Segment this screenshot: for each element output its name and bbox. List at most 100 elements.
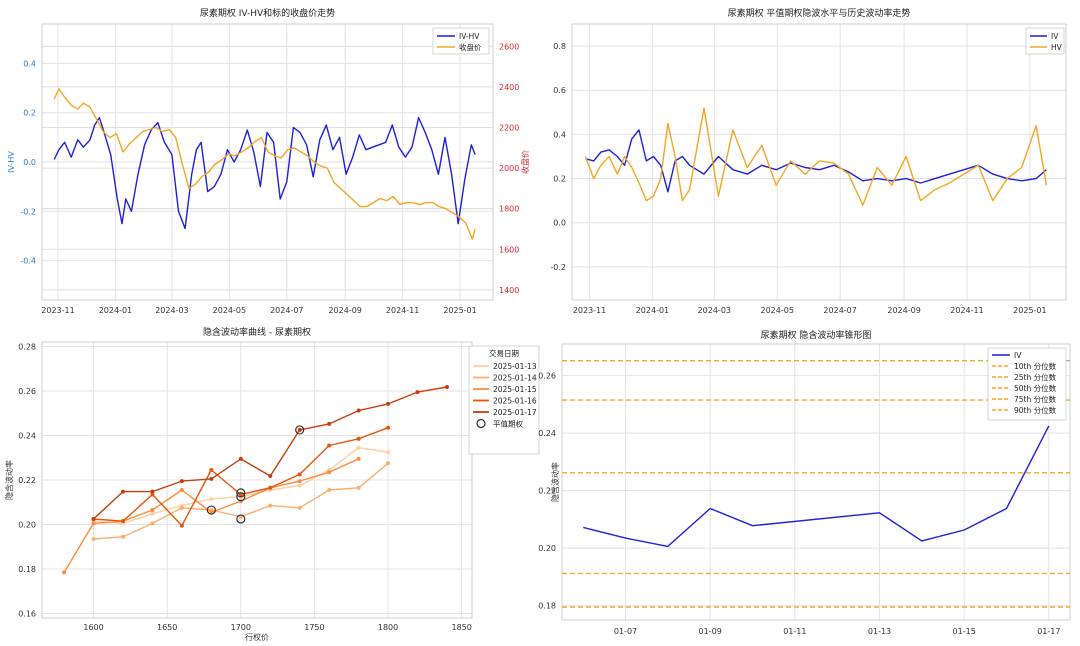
series-point [91, 516, 96, 521]
legend-box [987, 347, 1067, 421]
y-tick-label-left: 0.2 [23, 109, 36, 118]
series-point [120, 489, 125, 494]
legend-label: 25th 分位数 [1014, 372, 1057, 382]
y-tick-label-left: -0.4 [20, 257, 36, 266]
panel-iv-smile: 0.28 0.26 0.24 0.22 0.20 0.18 0.16 1600 1650 1700… [4, 326, 540, 642]
legend-atm-marker [476, 418, 486, 429]
y-tick-label: 0.22 [538, 487, 556, 496]
x-tick-label: 01-15 [953, 627, 976, 636]
legend-label: 2025-01-16 [493, 397, 537, 406]
series-point [356, 456, 361, 461]
atm-point-marker [295, 425, 305, 435]
series-point [179, 488, 184, 493]
y-tick-label: 0.4 [553, 130, 566, 139]
legend-label: IV [1051, 32, 1059, 41]
x-tick-label: 2024-11 [386, 306, 419, 315]
y-tick-label-right: 2400 [499, 83, 519, 92]
series-point [179, 523, 184, 528]
series-point [150, 489, 155, 494]
series-point [268, 503, 273, 508]
y-tick-label: 0.0 [553, 219, 566, 228]
series-line-0 [583, 425, 1050, 548]
y-tick-label-right: 2000 [499, 164, 519, 173]
legend-label: 90th 分位数 [1014, 405, 1057, 415]
x-tick-label: 2024-07 [823, 306, 856, 315]
series-point [356, 445, 361, 450]
chart-title: 尿素期权 隐含波动率锥形图 [761, 329, 872, 341]
y-tick-label: 0.6 [553, 86, 566, 95]
series-point [91, 536, 96, 541]
series-point [62, 570, 67, 575]
y-axis-label: 隐含波动率 [550, 462, 560, 502]
series-point [120, 519, 125, 524]
series-point [179, 505, 184, 510]
chart-title: 尿素期权 平值期权隐波水平与历史波动率走势 [728, 7, 911, 19]
series-point [386, 425, 391, 430]
y-axis-label-right: 收盘价 [520, 150, 530, 174]
x-tick-label: 2024-11 [950, 306, 983, 315]
chart-title: 隐含波动率曲线 - 尿素期权 [203, 326, 311, 338]
y-axis-label-left: IV-HV [7, 151, 16, 173]
series-point [268, 485, 273, 490]
plot-frame [561, 343, 1071, 621]
legend-label-atm: 平值期权 [493, 419, 523, 429]
series-point [327, 443, 332, 448]
series-point [150, 511, 155, 516]
y-tick-label-right: 1800 [499, 205, 519, 214]
series-point [386, 450, 391, 455]
legend-label: 75th 分位数 [1014, 394, 1057, 404]
y-tick-label: 0.24 [18, 431, 36, 440]
legend-label: 2025-01-17 [493, 408, 537, 417]
x-tick-label: 2023-11 [41, 306, 74, 315]
series-point [327, 488, 332, 493]
series-point [209, 476, 214, 481]
x-tick-label: 1650 [157, 623, 177, 632]
series-point [238, 492, 243, 497]
x-tick-label: 2024-05 [213, 306, 246, 315]
series-point [356, 436, 361, 441]
series-line-0 [585, 129, 1047, 193]
y-tick-label: 0.18 [538, 602, 556, 611]
series-point [209, 496, 214, 501]
series-point [297, 472, 302, 477]
y-tick-label: 0.2 [553, 175, 566, 184]
x-tick-label: 01-07 [614, 627, 637, 636]
x-tick-label: 2025-01 [443, 306, 476, 315]
series-point [120, 534, 125, 539]
x-tick-label: 2024-05 [761, 306, 794, 315]
y-tick-label: 0.26 [538, 372, 556, 381]
x-tick-label: 2024-03 [155, 306, 188, 315]
y-tick-label-right: 1600 [499, 245, 519, 254]
legend-label: 10th 分位数 [1014, 361, 1057, 371]
series-point [209, 467, 214, 472]
series-point [91, 521, 96, 526]
series-point [209, 510, 214, 515]
plot-frame [41, 341, 473, 619]
y-tick-label-right: 2200 [499, 124, 519, 133]
series-point [179, 479, 184, 484]
x-tick-label: 1850 [452, 623, 472, 632]
series-point [327, 421, 332, 426]
x-tick-label: 1750 [304, 623, 324, 632]
x-tick-label: 2024-03 [698, 306, 731, 315]
x-tick-label: 1600 [83, 623, 103, 632]
series-point [150, 492, 155, 497]
y-tick-label: 0.24 [538, 429, 556, 438]
y-tick-label-left: 0.4 [23, 59, 36, 68]
legend-label: 2025-01-15 [493, 385, 537, 394]
legend-label: 收盘价 [459, 42, 482, 52]
legend: 交易日期 2025-01-13 2025-01-14 2025-01-15 2025-0… [468, 345, 540, 455]
x-tick-label: 2024-01 [99, 306, 132, 315]
y-tick-label: 0.26 [18, 387, 36, 396]
x-tick-label: 2024-09 [328, 306, 361, 315]
series-point [327, 470, 332, 475]
series-point [415, 390, 420, 395]
y-tick-label-right: 1400 [499, 286, 519, 295]
y-tick-label: 0.20 [538, 544, 556, 553]
atm-point-marker [236, 488, 246, 498]
plot-frame [41, 23, 494, 301]
y-axis-label: 隐含波动率 [4, 460, 14, 500]
